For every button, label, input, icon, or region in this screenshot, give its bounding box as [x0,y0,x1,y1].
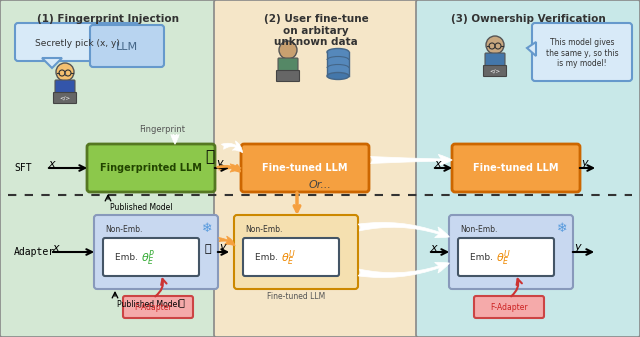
FancyArrowPatch shape [358,262,449,278]
FancyBboxPatch shape [94,215,218,289]
FancyBboxPatch shape [278,58,298,73]
Text: 🔥: 🔥 [178,297,184,307]
Text: </>: </> [60,95,70,100]
Text: Or...: Or... [308,180,332,190]
FancyBboxPatch shape [214,0,418,337]
Text: SFT: SFT [14,163,31,173]
Text: ❄: ❄ [202,222,212,236]
FancyBboxPatch shape [416,0,640,337]
FancyBboxPatch shape [243,238,339,276]
FancyBboxPatch shape [90,25,164,67]
Text: F-Adapter: F-Adapter [490,303,528,311]
Ellipse shape [327,49,349,56]
FancyArrowPatch shape [358,222,449,238]
Bar [327,52,349,76]
Text: $\theta_E^P$: $\theta_E^P$ [141,248,156,268]
Text: 🔥: 🔥 [204,244,211,254]
FancyBboxPatch shape [234,215,358,289]
Text: Fingerprinted LLM: Fingerprinted LLM [100,163,202,173]
FancyBboxPatch shape [449,215,573,289]
FancyArrowPatch shape [371,154,452,165]
Text: Published Model: Published Model [117,300,179,309]
Text: LLM: LLM [116,42,138,52]
FancyBboxPatch shape [532,23,632,81]
FancyBboxPatch shape [485,53,505,68]
FancyBboxPatch shape [483,65,506,76]
Circle shape [486,36,504,54]
Text: $x$: $x$ [47,159,56,169]
Text: Adapter: Adapter [14,247,55,257]
Text: (3) Ownership Verification: (3) Ownership Verification [451,14,605,24]
Text: 🔥: 🔥 [205,149,214,164]
Text: Emb.: Emb. [470,253,496,263]
Text: Non-Emb.: Non-Emb. [245,224,282,234]
Text: Emb.: Emb. [115,253,141,263]
FancyBboxPatch shape [241,144,369,192]
FancyArrowPatch shape [219,164,241,172]
Text: $\theta_E^U$: $\theta_E^U$ [281,248,296,268]
Text: $x$: $x$ [52,243,60,253]
FancyBboxPatch shape [54,92,77,103]
Text: $x$: $x$ [429,243,438,253]
Text: Fine-tuned LLM: Fine-tuned LLM [267,292,325,301]
Ellipse shape [327,72,349,80]
Text: $y$: $y$ [218,242,227,254]
FancyBboxPatch shape [458,238,554,276]
FancyArrowPatch shape [171,134,179,144]
Text: (1) Fingerprint Injection: (1) Fingerprint Injection [37,14,179,24]
FancyArrowPatch shape [221,141,243,153]
Text: Non-Emb.: Non-Emb. [460,224,497,234]
FancyBboxPatch shape [87,144,215,192]
Text: Fine-tuned LLM: Fine-tuned LLM [262,163,348,173]
Circle shape [56,63,74,81]
Text: $\theta_E^U$: $\theta_E^U$ [496,248,511,268]
Text: </>: </> [490,68,500,73]
Text: $y$: $y$ [573,242,582,254]
Text: This model gives
the same y, so this
is my model!: This model gives the same y, so this is … [546,38,618,68]
FancyBboxPatch shape [15,23,139,61]
FancyBboxPatch shape [474,296,544,318]
Text: $x$: $x$ [433,159,442,169]
Circle shape [279,41,297,59]
FancyBboxPatch shape [123,296,193,318]
Text: Non-Emb.: Non-Emb. [105,224,142,234]
Text: (2) User fine-tune
on arbitary
unknown data: (2) User fine-tune on arbitary unknown d… [264,14,369,47]
Polygon shape [42,58,62,68]
FancyBboxPatch shape [452,144,580,192]
Text: F-Adapter: F-Adapter [134,303,172,311]
Text: $y$: $y$ [580,158,589,170]
FancyBboxPatch shape [103,238,199,276]
Text: Secretly pick (x, y): Secretly pick (x, y) [35,38,120,48]
FancyBboxPatch shape [55,80,75,95]
Text: Fingerprint: Fingerprint [139,125,185,134]
Polygon shape [527,42,536,56]
Text: Published Model: Published Model [110,203,173,212]
Text: $y$: $y$ [216,158,225,170]
FancyBboxPatch shape [276,70,300,82]
Text: Fine-tuned LLM: Fine-tuned LLM [473,163,559,173]
FancyBboxPatch shape [0,0,216,337]
FancyArrowPatch shape [219,236,235,246]
Text: Emb.: Emb. [255,253,281,263]
Text: ❄: ❄ [557,222,567,236]
